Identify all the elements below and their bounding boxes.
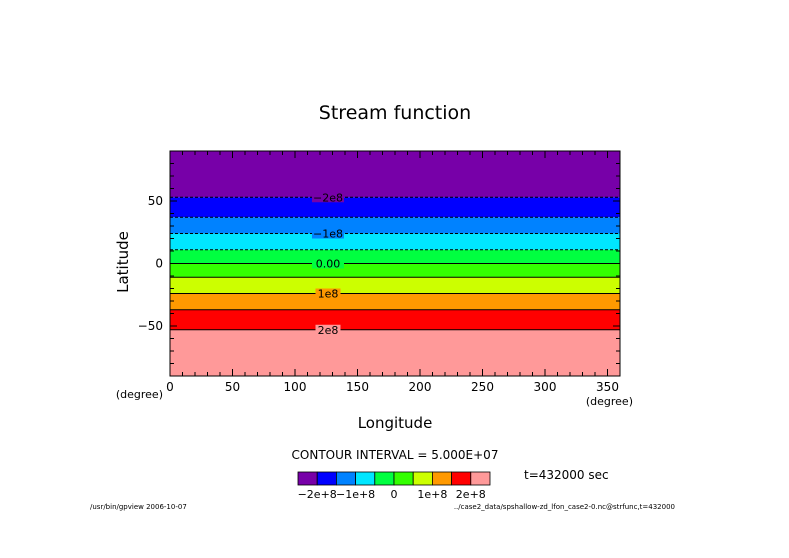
colorbar-label-4: 2e+8 (456, 488, 486, 501)
color-band-2 (170, 217, 620, 234)
contour-label-0: −2e8 (313, 191, 343, 204)
x-tick-label-7: 350 (596, 380, 619, 394)
color-band-3 (170, 233, 620, 250)
colorbar-cell-8 (451, 471, 472, 486)
x-axis-label: Longitude (358, 414, 433, 432)
colorbar-cell-3 (355, 471, 376, 486)
contour-label-bg-3 (315, 288, 341, 299)
x-tick-label-4: 200 (409, 380, 432, 394)
contour-label-1: −1e8 (313, 228, 343, 241)
contour-labels: −2e8 −1e8 0.00 1e8 2e8 (312, 191, 344, 337)
colorbar-label-2: 0 (391, 488, 398, 501)
colorbar-cell-7 (431, 471, 452, 486)
x-tick-labels: 0 50 100 150 200 250 300 350 (166, 380, 619, 394)
y-tick-label-1: 0 (155, 257, 163, 271)
contour-label-bg-2 (312, 258, 344, 269)
color-band-4 (170, 249, 620, 264)
color-band-9 (170, 329, 620, 376)
x-tick-label-1: 50 (225, 380, 240, 394)
colorbar-label-1: −1e+8 (336, 488, 375, 501)
y-tick-label-2: −50 (138, 319, 163, 333)
colorbar-label-0: −2e+8 (298, 488, 337, 501)
contour-label-2: 0.00 (316, 258, 341, 271)
colorbar-cell-1 (316, 471, 337, 486)
y-tick-label-0: 50 (148, 194, 163, 208)
colorbar-cell-0 (297, 471, 318, 486)
x-tick-label-6: 300 (534, 380, 557, 394)
colorbar-cell-2 (335, 471, 356, 486)
color-band-0 (170, 151, 620, 198)
contour-label-bg-4 (315, 324, 341, 335)
y-tick-labels: 50 0 −50 (138, 194, 163, 333)
colorbar-labels: −2e+8 −1e+8 0 1e+8 2e+8 (298, 488, 486, 501)
color-band-5 (170, 263, 620, 278)
time-label: t=432000 sec (524, 468, 609, 482)
contour-label-bg-0 (312, 192, 344, 203)
x-tick-label-0: 0 (166, 380, 174, 394)
color-band-7 (170, 293, 620, 310)
contour-label-4: 2e8 (318, 324, 339, 337)
x-tick-label-3: 150 (346, 380, 369, 394)
x-axis-unit: (degree) (586, 395, 633, 408)
colorbar (297, 471, 491, 486)
colorbar-cell-4 (374, 471, 395, 486)
contour-lines (170, 196, 620, 331)
contour-interval-label: CONTOUR INTERVAL = 5.000E+07 (292, 448, 499, 462)
x-tick-label-2: 100 (284, 380, 307, 394)
y-axis-unit: (degree) (116, 388, 163, 401)
footer-right: ../case2_data/spshallow-zd_lfon_case2-0.… (454, 503, 675, 511)
contour-label-bg-1 (312, 228, 344, 239)
color-bands (170, 151, 620, 376)
x-tick-label-5: 250 (471, 380, 494, 394)
color-band-8 (170, 309, 620, 330)
chart-title: Stream function (319, 102, 471, 124)
y-axis-label: Latitude (114, 231, 132, 293)
colorbar-cell-6 (412, 471, 433, 486)
axis-ticks (169, 150, 621, 377)
contour-label-3: 1e8 (318, 288, 339, 301)
colorbar-cell-9 (470, 471, 491, 486)
colorbar-label-3: 1e+8 (417, 488, 447, 501)
footer-left: /usr/bin/gpview 2006-10-07 (90, 503, 187, 511)
color-band-1 (170, 197, 620, 218)
color-band-6 (170, 277, 620, 294)
colorbar-cell-5 (393, 471, 414, 486)
